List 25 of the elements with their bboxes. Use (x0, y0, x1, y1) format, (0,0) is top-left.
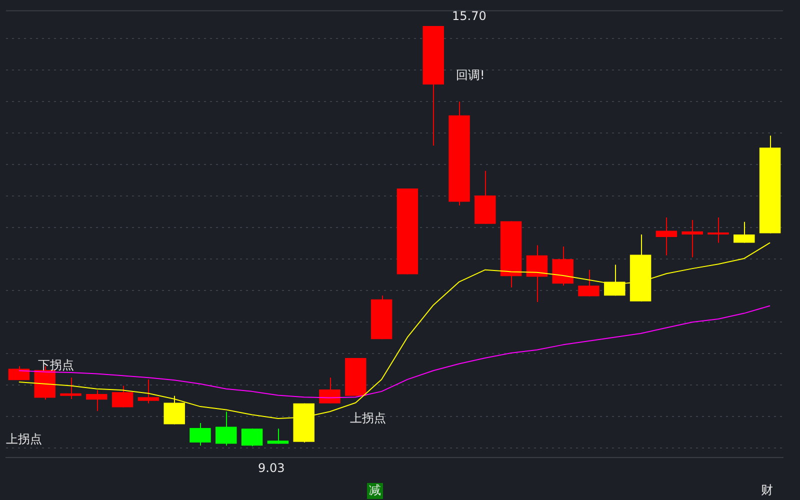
candlestick (190, 422, 211, 446)
candlestick (319, 377, 340, 404)
text: 减 (369, 483, 381, 498)
candlestick (241, 428, 263, 447)
candlestick (112, 385, 134, 408)
text: 财 (761, 483, 773, 498)
annotation: 下拐点 (38, 358, 74, 372)
candlestick (734, 221, 755, 244)
candlestick (604, 264, 626, 296)
candlestick (267, 428, 289, 444)
candlestick (682, 220, 703, 258)
candlestick (526, 244, 548, 302)
candlestick (60, 377, 82, 400)
annotation: 上拐点 (6, 432, 42, 446)
candlestick (8, 366, 30, 381)
candlestick (138, 378, 160, 404)
candlestick (216, 411, 237, 446)
candlestick (86, 390, 108, 412)
annotation: 上拐点 (350, 411, 386, 426)
annotation: 回调! (456, 68, 485, 82)
candlestick (656, 217, 678, 256)
candlestick (578, 269, 600, 297)
candlestick (708, 217, 729, 244)
text: 9.03 (258, 461, 285, 476)
annotation: 15.70 (452, 9, 486, 24)
